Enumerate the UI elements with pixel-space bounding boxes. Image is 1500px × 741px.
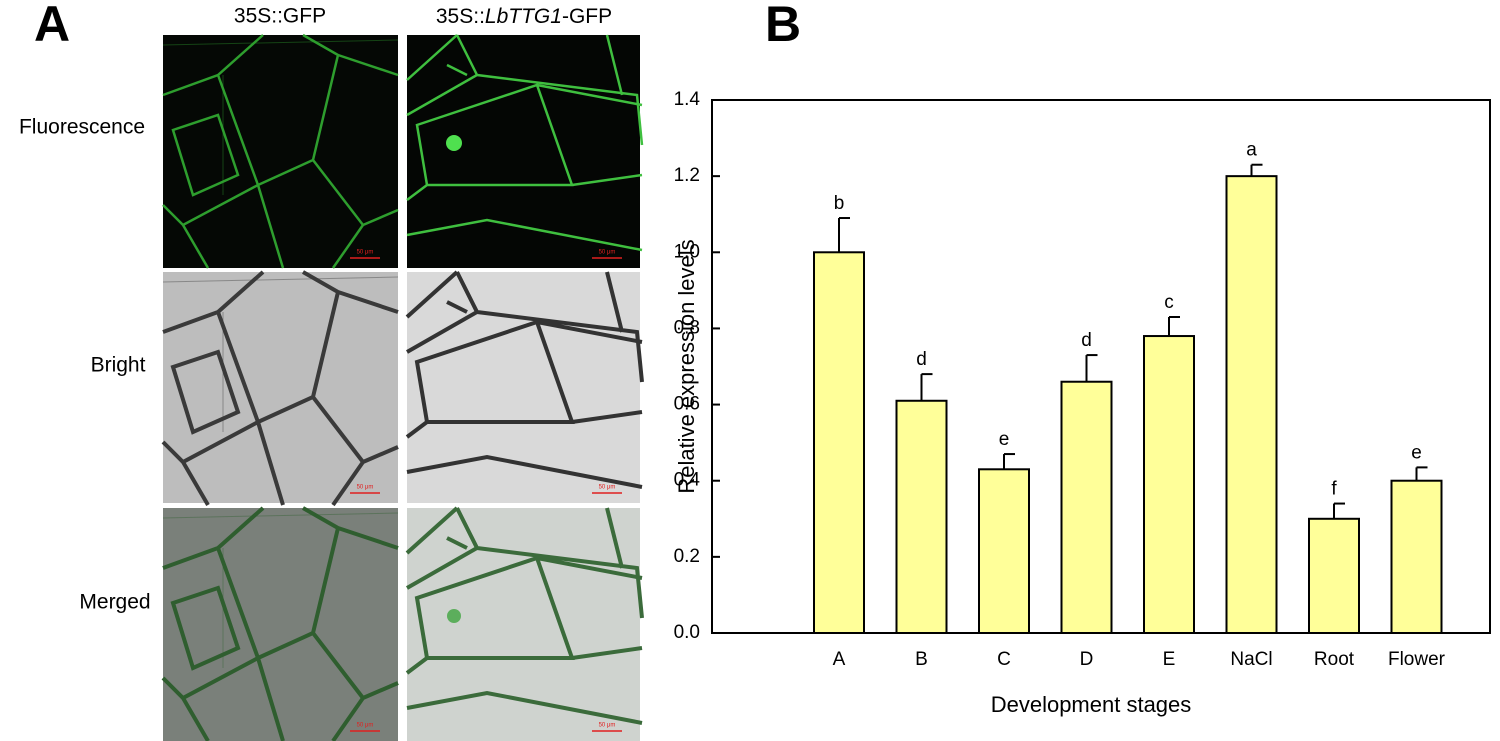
- label-part: -GFP: [562, 5, 612, 28]
- bar: [1143, 335, 1195, 634]
- y-tick-label: 1.2: [674, 165, 700, 186]
- x-axis-label: Development stages: [991, 692, 1192, 717]
- micrograph: [405, 270, 644, 503]
- micrograph: [405, 506, 644, 741]
- x-tick-label: B: [915, 649, 928, 670]
- significance-letter: b: [834, 193, 845, 214]
- y-axis-label: Relative expression levels: [674, 239, 699, 493]
- bar: [1060, 380, 1113, 634]
- x-tick-label: C: [997, 649, 1011, 670]
- row-label: Bright: [91, 354, 146, 377]
- scale-bar-label: 50 μm: [599, 250, 616, 256]
- y-tick-label: 1.0: [674, 241, 700, 262]
- significance-letter: e: [999, 429, 1010, 450]
- x-tick-label: NaCl: [1230, 649, 1272, 670]
- bar: [1308, 517, 1360, 634]
- y-tick-label: 0.0: [674, 622, 700, 643]
- significance-letter: d: [916, 349, 927, 370]
- bar: [895, 399, 948, 634]
- scale-bar-label: 50 μm: [599, 485, 616, 491]
- y-tick-label: 0.4: [674, 470, 701, 491]
- panel-label: A: [34, 0, 70, 52]
- label-part: 35S::: [436, 5, 485, 28]
- y-tick-label: 1.4: [674, 89, 701, 110]
- significance-letter: d: [1081, 330, 1092, 351]
- micrograph: [161, 270, 400, 507]
- scale-bar-label: 50 μm: [599, 723, 616, 729]
- scale-bar-label: 50 μm: [357, 485, 374, 491]
- x-tick-label: D: [1080, 649, 1094, 670]
- y-tick-label: 0.8: [674, 317, 700, 338]
- row-label: Fluorescence: [19, 116, 145, 139]
- significance-letter: a: [1246, 140, 1257, 161]
- x-tick-label: Flower: [1388, 649, 1446, 670]
- column-label: 35S::LbTTG1-GFP: [436, 5, 612, 28]
- x-tick-label: A: [833, 649, 846, 670]
- bar: [813, 251, 865, 635]
- y-tick-label: 0.2: [674, 546, 700, 567]
- label-part: LbTTG1: [485, 5, 562, 28]
- significance-letter: c: [1164, 292, 1174, 313]
- x-tick-label: E: [1163, 649, 1176, 670]
- bar: [978, 468, 1030, 634]
- micrograph: [161, 33, 400, 270]
- panel-label: B: [765, 0, 801, 52]
- significance-letter: e: [1411, 442, 1422, 463]
- bar: [1390, 479, 1443, 635]
- scale-bar-label: 50 μm: [357, 723, 374, 729]
- significance-letter: f: [1331, 479, 1337, 500]
- scale-bar-label: 50 μm: [357, 250, 374, 256]
- column-label: 35S::GFP: [234, 5, 326, 28]
- row-label: Merged: [79, 591, 150, 614]
- micrograph: [405, 33, 644, 268]
- x-tick-label: Root: [1314, 649, 1355, 670]
- bar: [1225, 175, 1278, 634]
- micrograph: [161, 506, 400, 741]
- plot-frame: [711, 99, 1491, 634]
- y-tick-label: 0.6: [674, 394, 700, 415]
